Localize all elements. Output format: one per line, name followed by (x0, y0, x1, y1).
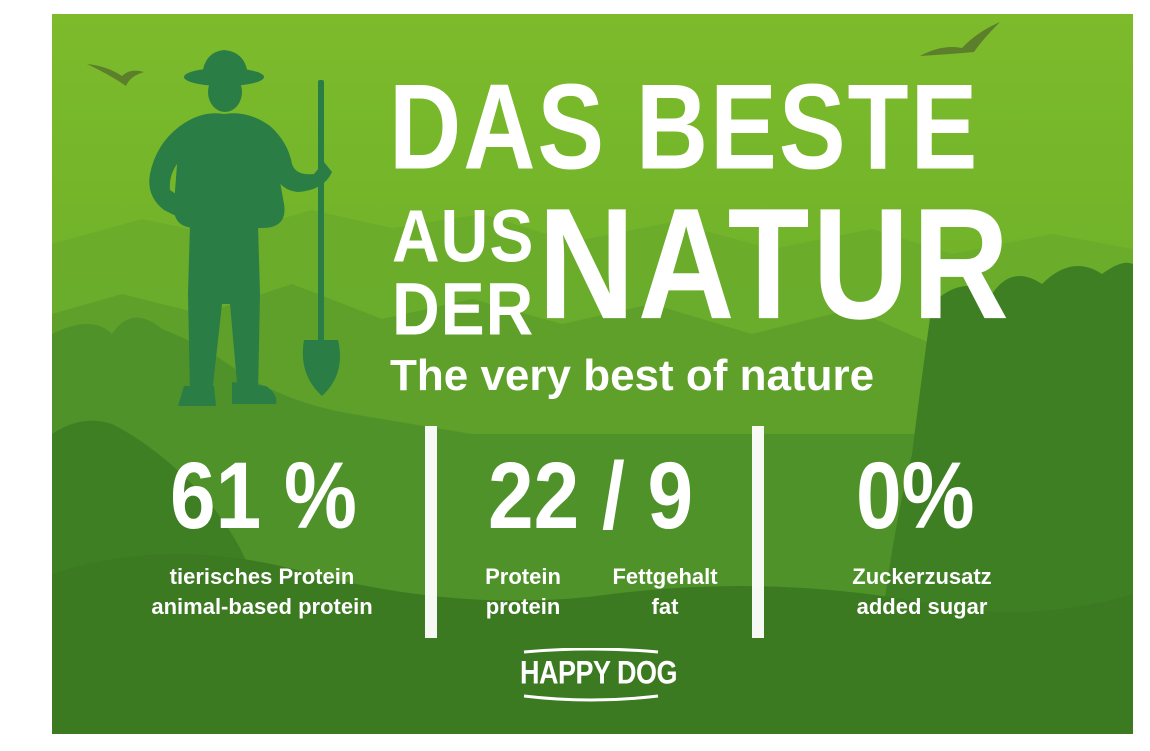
divider-left (425, 426, 437, 638)
stat-animal-protein-label-de: tierisches Protein (169, 564, 355, 589)
stat-animal-protein-value: 61 % (170, 444, 357, 549)
headline-natur: NATUR (538, 176, 1012, 353)
stat-fat-label-de: Fettgehalt (612, 564, 718, 589)
happy-dog-logo-text: HAPPY DOG (520, 654, 678, 691)
stat-sugar-value: 0% (856, 444, 975, 549)
headline-line1: DAS BESTE (389, 58, 980, 196)
stat-sugar-label-en: added sugar (856, 594, 988, 619)
happy-dog-logo: HAPPY DOG (520, 647, 678, 702)
tagline: The very best of nature (390, 351, 875, 400)
divider-right (752, 426, 764, 638)
bird-icon (87, 64, 144, 86)
landscape-background (52, 14, 1133, 734)
headline-aus: AUS (392, 194, 535, 278)
stat-protein-label-de: Protein (485, 564, 561, 589)
stat-protein-fat-value: 22 / 9 (488, 444, 694, 549)
shovel-icon (318, 80, 324, 354)
stat-animal-protein-label-en: animal-based protein (151, 594, 373, 619)
stat-sugar-label-de: Zuckerzusatz (852, 564, 992, 589)
hero-banner: DAS BESTE AUS DER NATUR The very best of… (52, 14, 1133, 734)
stat-protein-label-en: protein (485, 594, 561, 619)
headline-der: DER (392, 267, 535, 351)
stat-fat-label-en: fat (651, 594, 679, 619)
farmer-illustration (149, 50, 340, 406)
